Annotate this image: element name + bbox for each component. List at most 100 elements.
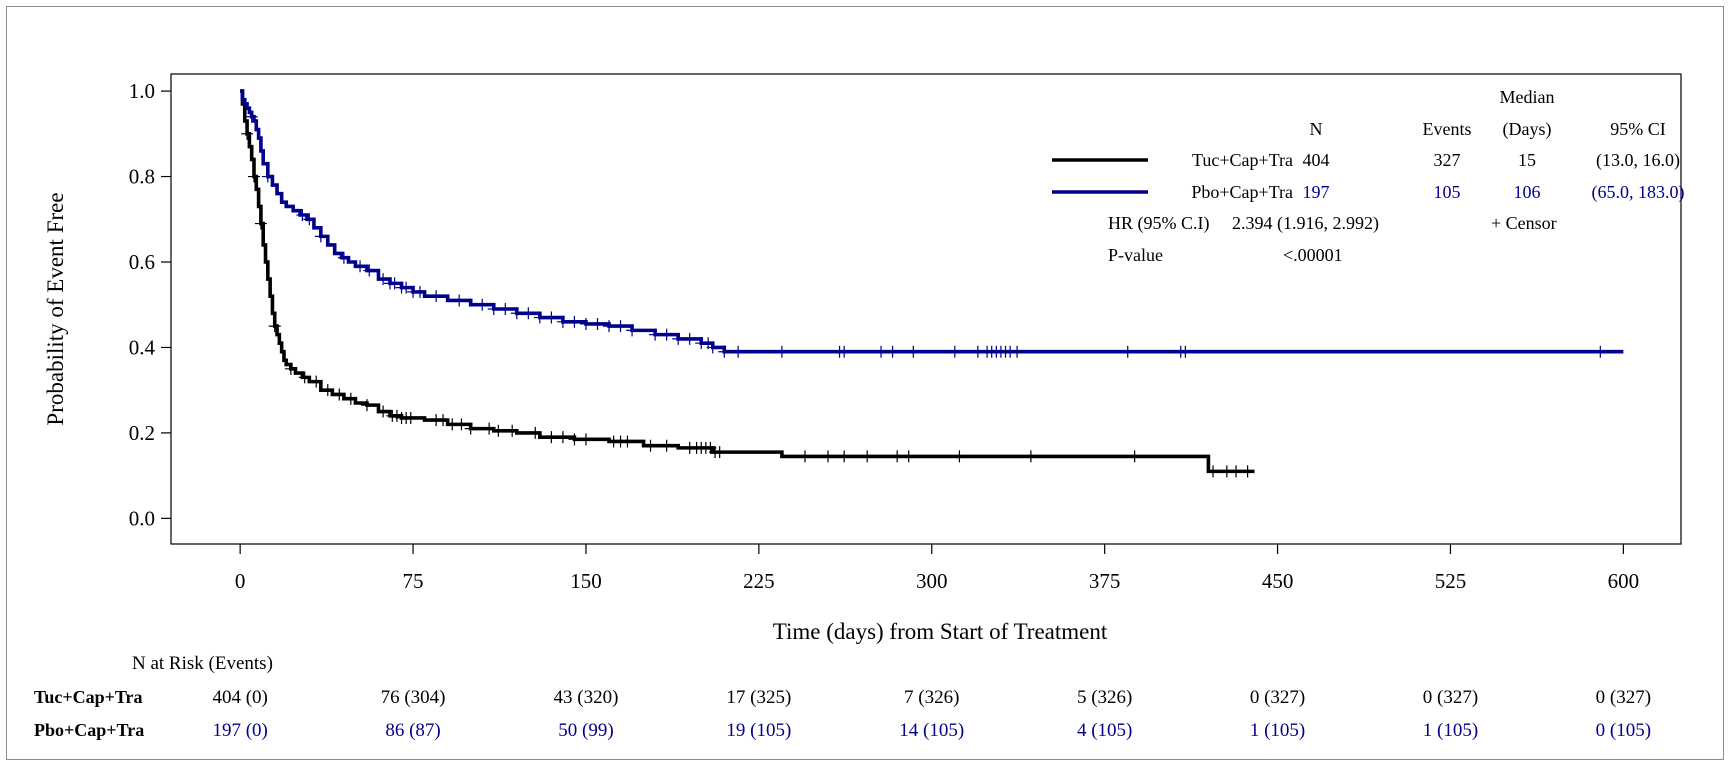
- at-risk-value-0-3: 17 (325): [726, 687, 791, 708]
- censor-mark-0-23: [492, 424, 505, 437]
- y-tick-label-4: 0.8: [129, 165, 155, 189]
- y-tick-label-0: 0.0: [129, 506, 155, 530]
- censor-mark-1-28: [603, 320, 616, 333]
- legend-header-median: Median: [1500, 87, 1555, 107]
- censor-mark-1-46: [948, 345, 961, 358]
- censor-mark-0-43: [822, 450, 835, 463]
- censor-mark-0-9: [344, 392, 357, 405]
- at-risk-value-0-7: 0 (327): [1423, 687, 1478, 708]
- censor-mark-1-38: [718, 345, 731, 358]
- at-risk-value-0-8: 0 (327): [1596, 687, 1651, 708]
- at-risk-value-0-1: 76 (304): [381, 687, 446, 708]
- legend-median-pbo: 106: [1514, 182, 1541, 202]
- censor-mark-1-12: [400, 281, 413, 294]
- legend-label-pbo: Pbo+Cap+Tra: [1191, 182, 1293, 202]
- censor-mark-1-54: [1011, 345, 1024, 358]
- at-risk-value-1-0: 197 (0): [212, 720, 267, 741]
- censor-mark-0-29: [579, 433, 592, 446]
- censor-mark-1-15: [430, 290, 443, 303]
- censor-mark-1-42: [838, 345, 851, 358]
- at-risk-values: 404 (0) 76 (304) 43 (320) 17 (325) 7 (326) 5 …: [212, 687, 1651, 741]
- x-tick-label-7: 525: [1435, 569, 1467, 593]
- at-risk-value-1-5: 4 (105): [1077, 720, 1132, 741]
- censor-mark-1-33: [672, 332, 685, 345]
- censor-mark-1-6: [354, 260, 367, 273]
- censor-mark-0-26: [545, 431, 558, 444]
- censor-mark-1-57: [1179, 345, 1192, 358]
- figure-frame: [6, 6, 1724, 760]
- censor-mark-1-31: [649, 328, 662, 341]
- at-risk-value-1-7: 1 (105): [1423, 720, 1478, 741]
- censor-mark-1-40: [775, 345, 788, 358]
- censor-mark-0-6: [310, 375, 323, 388]
- censor-mark-1-44: [886, 345, 899, 358]
- at-risk-value-1-1: 86 (87): [385, 720, 440, 741]
- censor-mark-0-1: [247, 170, 260, 183]
- censor-mark-0-2: [254, 217, 267, 230]
- legend-header-events: Events: [1423, 119, 1472, 139]
- censor-mark-0-53: [1230, 465, 1243, 478]
- censor-mark-0-10: [360, 399, 373, 412]
- censor-mark-0-32: [621, 435, 634, 448]
- x-tick-label-6: 450: [1262, 569, 1294, 593]
- censor-mark-1-32: [660, 328, 673, 341]
- x-tick-label-2: 150: [570, 569, 602, 593]
- censor-mark-1-10: [388, 277, 401, 290]
- curve-pbo-cap-tra: [240, 89, 1624, 354]
- at-risk-value-1-3: 19 (105): [726, 720, 791, 741]
- censor-mark-1-2: [296, 209, 309, 221]
- legend-ci-pbo: (65.0, 183.0): [1592, 182, 1685, 203]
- censor-mark-1-19: [499, 303, 512, 315]
- censor-mark-1-29: [614, 320, 627, 333]
- at-risk-value-0-4: 7 (326): [904, 687, 959, 708]
- censor-mark-0-7: [321, 384, 334, 397]
- censor-mark-1-30: [626, 324, 639, 337]
- legend-n-tuc: 404: [1303, 150, 1330, 170]
- x-tick-label-0: 0: [235, 569, 246, 593]
- censor-mark-0-3: [268, 320, 281, 333]
- legend-header-n: N: [1310, 119, 1323, 139]
- at-risk-value-1-8: 0 (105): [1596, 720, 1651, 741]
- survival-curves: [240, 89, 1624, 474]
- legend-p-label: P-value: [1108, 245, 1163, 265]
- censor-mark-1-16: [453, 294, 466, 307]
- censor-mark-0-44: [838, 450, 851, 463]
- y-tick-label-2: 0.4: [129, 335, 156, 359]
- censor-mark-1-43: [875, 345, 888, 358]
- censor-mark-1-21: [522, 307, 535, 320]
- x-axis-title: Time (days) from Start of Treatment: [773, 619, 1108, 644]
- censor-mark-0-25: [529, 426, 542, 439]
- censor-mark-1-3: [303, 213, 316, 226]
- censor-mark-1-7: [363, 264, 376, 277]
- y-axis: 0.0 0.2 0.4 0.6 0.8 1.0: [129, 79, 171, 530]
- censor-mark-0-16: [404, 411, 417, 424]
- legend-header-ci: 95% CI: [1610, 119, 1666, 139]
- censor-mark-1-34: [683, 332, 696, 345]
- censor-mark-0-22: [483, 422, 496, 435]
- censor-mark-0-54: [1241, 465, 1254, 478]
- censor-mark-1-1: [261, 170, 274, 183]
- censor-mark-0-5: [298, 371, 311, 384]
- censor-mark-1-20: [510, 307, 523, 320]
- censor-mark-0-45: [861, 450, 874, 463]
- y-tick-label-3: 0.6: [129, 250, 155, 274]
- at-risk-label-pbo: Pbo+Cap+Tra: [34, 720, 144, 740]
- legend-p-value: <.00001: [1283, 245, 1343, 265]
- censor-mark-0-27: [556, 431, 569, 444]
- at-risk-value-0-2: 43 (320): [554, 687, 619, 708]
- censor-mark-0-34: [660, 439, 673, 452]
- censor-mark-0-33: [644, 439, 657, 452]
- censor-mark-1-25: [568, 315, 581, 328]
- at-risk-value-1-4: 14 (105): [899, 720, 964, 741]
- censor-mark-1-39: [732, 345, 745, 358]
- censor-mark-0-28: [568, 433, 581, 446]
- x-axis: 0 75 150 225 300 375 450 525 600: [235, 544, 1639, 593]
- legend-events-pbo: 105: [1434, 182, 1461, 202]
- y-tick-label-1: 0.2: [129, 421, 155, 445]
- censor-mark-1-24: [556, 315, 569, 328]
- censor-mark-1-26: [579, 317, 592, 330]
- at-risk-value-1-2: 50 (99): [558, 720, 613, 741]
- censor-mark-0-42: [798, 450, 811, 463]
- censor-mark-0-47: [902, 450, 915, 463]
- plot-area-border: [170, 73, 1682, 545]
